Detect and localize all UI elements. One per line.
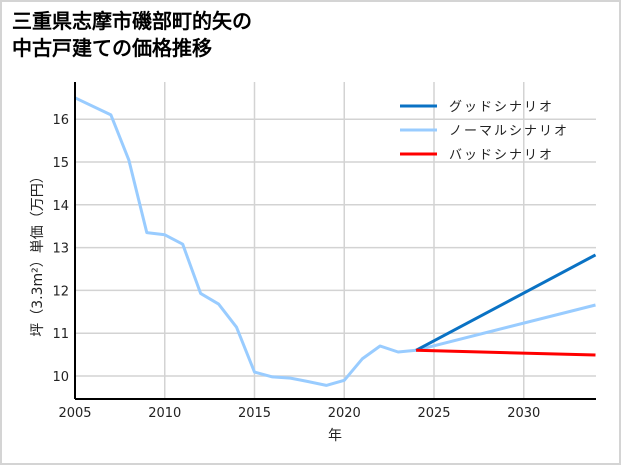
x-tick-label: 2025 bbox=[417, 406, 450, 421]
legend-label: バッドシナリオ bbox=[449, 148, 554, 163]
x-tick-label: 2005 bbox=[58, 406, 91, 421]
tick-labels: 2005 2010 2015 2020 2025 2030 10 11 12 13 14 15 16 bbox=[52, 113, 540, 421]
y-tick-label: 12 bbox=[52, 284, 69, 299]
y-tick-label: 16 bbox=[52, 113, 69, 128]
legend-label: ノーマルシナリオ bbox=[449, 124, 569, 139]
y-tick-label: 10 bbox=[52, 370, 69, 385]
x-tick-label: 2030 bbox=[507, 406, 540, 421]
series-line bbox=[416, 348, 596, 357]
series-line bbox=[415, 253, 597, 352]
y-tick-label: 13 bbox=[52, 242, 69, 257]
y-axis-label: 坪（3.3m²）単価（万円） bbox=[30, 169, 46, 337]
legend-label: グッドシナリオ bbox=[449, 100, 554, 115]
x-tick-label: 2020 bbox=[328, 406, 361, 421]
x-axis-label: 年 bbox=[328, 428, 342, 444]
chart-title: 三重県志摩市磯部町的矢の 中古戸建ての価格推移 bbox=[12, 8, 252, 62]
series-lines bbox=[74, 96, 597, 387]
y-tick-label: 15 bbox=[52, 156, 69, 171]
x-tick-label: 2015 bbox=[238, 406, 271, 421]
y-tick-label: 11 bbox=[52, 327, 69, 342]
y-tick-label: 14 bbox=[52, 199, 69, 214]
title-line-2: 中古戸建ての価格推移 bbox=[12, 36, 212, 60]
series-line bbox=[74, 96, 596, 387]
title-line-1: 三重県志摩市磯部町的矢の bbox=[12, 9, 252, 33]
x-tick-label: 2010 bbox=[148, 406, 181, 421]
axes bbox=[74, 82, 596, 400]
